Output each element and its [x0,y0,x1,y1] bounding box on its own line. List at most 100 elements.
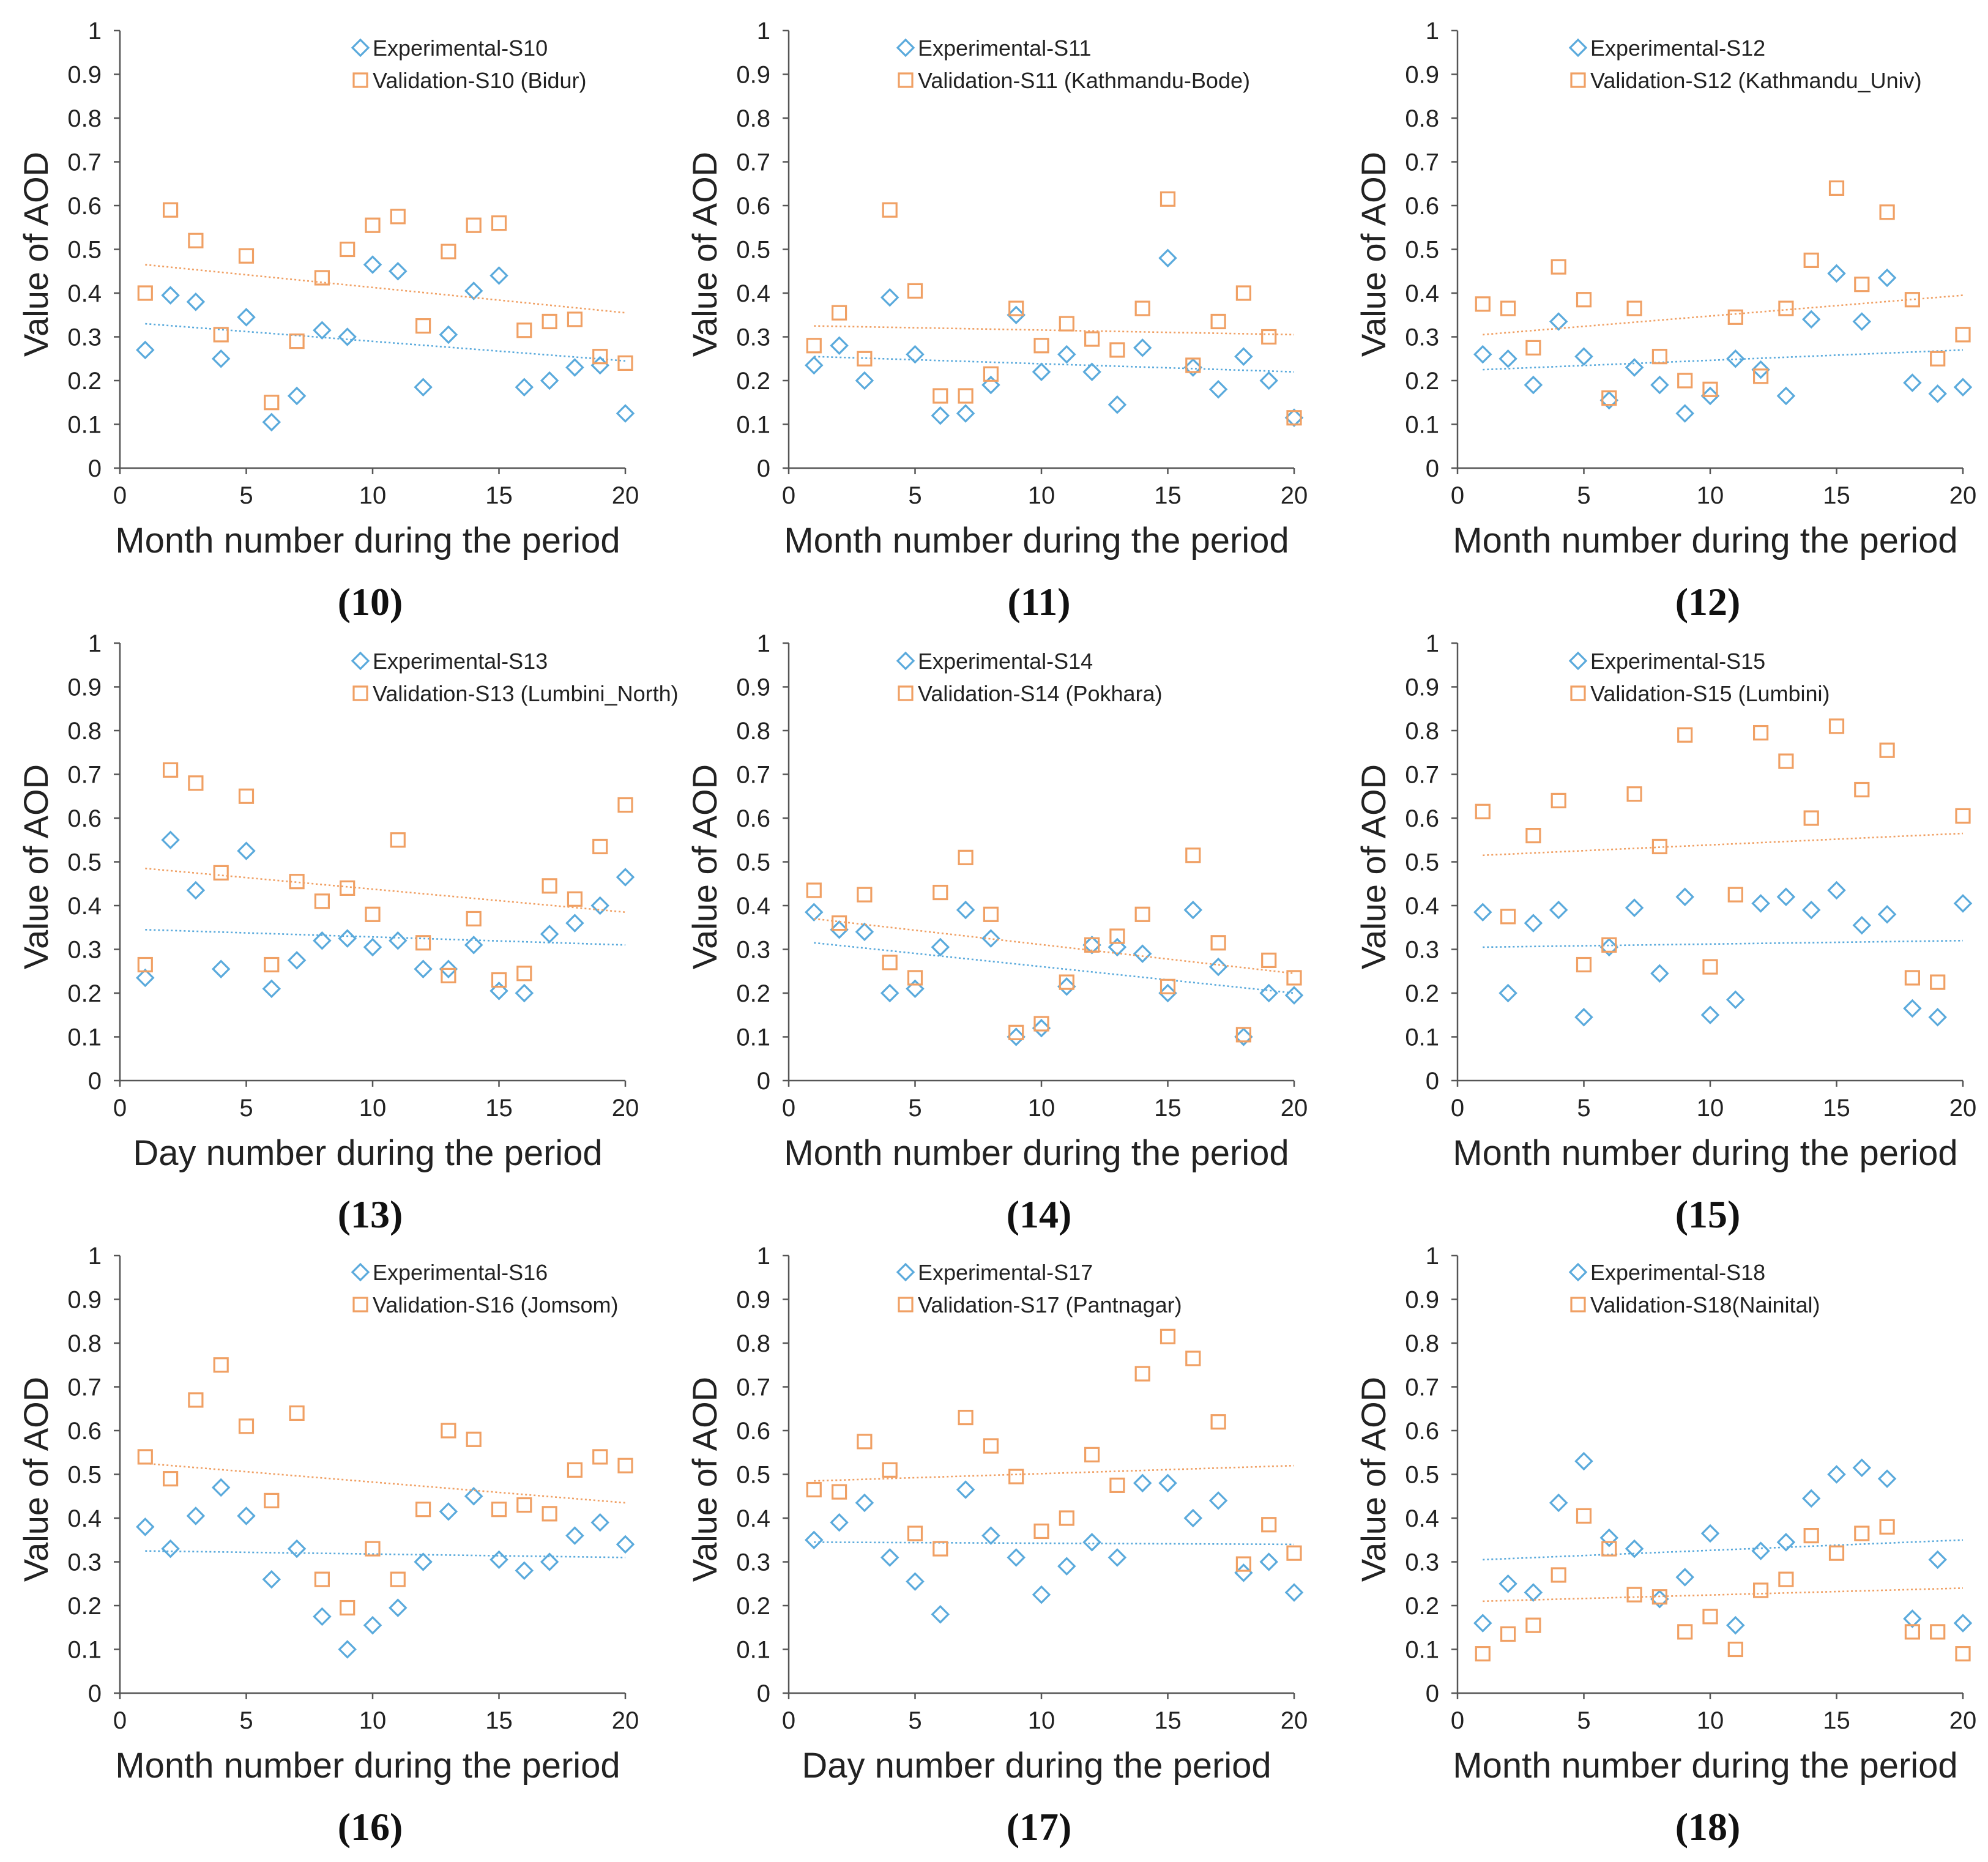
data-point [1700,1524,1720,1543]
data-point [1626,300,1642,316]
data-point [264,395,280,411]
data-point [390,209,406,225]
data-point [1007,1027,1026,1046]
data-point [1801,900,1821,920]
y-tick-label: 0 [88,1068,102,1095]
data-point [213,327,229,343]
data-point [1726,349,1745,368]
x-axis-title: Day number during the period [802,1746,1271,1786]
data-point [1702,1609,1718,1625]
y-tick-label: 0.2 [1405,1593,1439,1620]
data-point [592,838,608,855]
y-tick-label: 0.9 [1405,674,1439,701]
data-point [830,336,849,356]
series-experimental [805,1473,1304,1624]
data-point [1702,959,1718,975]
legend-label: Experimental-S15 [1590,649,1765,674]
y-tick-label: 0.3 [736,1549,770,1576]
data-point [855,1493,874,1513]
x-tick-label: 10 [1028,1707,1055,1734]
data-point [1601,937,1617,953]
data-point [314,893,330,909]
data-point [1185,1350,1201,1366]
data-point [806,882,822,898]
legend-marker [1568,1262,1588,1282]
data-point [390,1571,406,1587]
legend-label: Validation-S11 (Kathmandu-Bode) [918,68,1250,93]
data-point [1210,935,1226,951]
data-point [1551,1567,1566,1583]
data-point [1473,344,1492,364]
data-point [365,217,381,233]
y-tick-label: 0.8 [736,718,770,745]
x-axis-title: Month number during the period [1453,1746,1957,1786]
data-point [907,1525,923,1541]
data-point [617,797,633,813]
data-point [1675,404,1694,423]
data-point [1475,1646,1491,1662]
series-validation [137,1357,633,1616]
y-tick-label: 1 [88,630,102,657]
data-point [441,244,456,259]
y-tick-label: 0.7 [67,762,102,789]
y-tick-label: 0.3 [1405,937,1439,964]
x-tick-label: 0 [1451,482,1464,509]
x-tick-label: 10 [359,1095,387,1122]
data-point [1625,1539,1644,1558]
trend-line [814,942,1295,994]
data-point [592,349,608,365]
data-point [1727,1641,1743,1658]
x-tick-label: 20 [1281,1707,1308,1734]
legend-entry: Experimental-S10 [351,35,548,61]
x-tick-label: 20 [1949,482,1977,509]
data-point [1286,970,1302,986]
data-point [958,1409,974,1426]
data-point [983,1438,999,1454]
data-point [289,1405,305,1421]
data-point [565,914,584,933]
data-point [1235,1027,1252,1043]
data-point [363,1615,382,1635]
data-point [1930,974,1946,990]
series-validation [137,762,633,988]
y-tick-label: 0.6 [736,193,770,220]
y-tick-label: 0.7 [736,149,770,176]
legend-marker [1570,1297,1586,1313]
data-point [1185,847,1201,863]
data-point [414,378,433,397]
data-point [338,1640,357,1659]
data-point [491,215,507,231]
y-tick-label: 0 [88,1680,102,1707]
data-point [1033,1523,1049,1540]
data-point [464,936,483,955]
data-point [238,248,255,264]
x-tick-label: 0 [113,1707,127,1734]
series-validation [806,847,1302,1043]
data-point [515,1561,534,1581]
legend-marker [352,72,368,88]
legend-entry: Experimental-S11 [896,35,1091,61]
y-tick-label: 0.3 [1405,324,1439,351]
y-tick-label: 0.5 [736,237,770,264]
data-point [264,956,280,973]
data-point [237,841,256,860]
data-point [540,1552,559,1571]
data-point [1524,1583,1543,1602]
data-point [1576,956,1592,973]
data-point [389,1598,408,1617]
y-tick-label: 0.1 [736,1637,770,1664]
data-point [163,202,179,218]
data-point [907,283,923,299]
data-point [1601,1541,1617,1557]
trend-line [1483,1587,1964,1603]
data-point [439,1502,458,1521]
data-point [213,865,229,881]
data-point [1032,362,1051,381]
data-point [137,956,153,973]
data-point [1953,1614,1973,1633]
y-tick-label: 1 [1426,1243,1439,1270]
data-point [906,979,925,999]
data-point [1928,1008,1947,1027]
trend-line [145,929,626,946]
x-tick-label: 10 [1697,1707,1724,1734]
